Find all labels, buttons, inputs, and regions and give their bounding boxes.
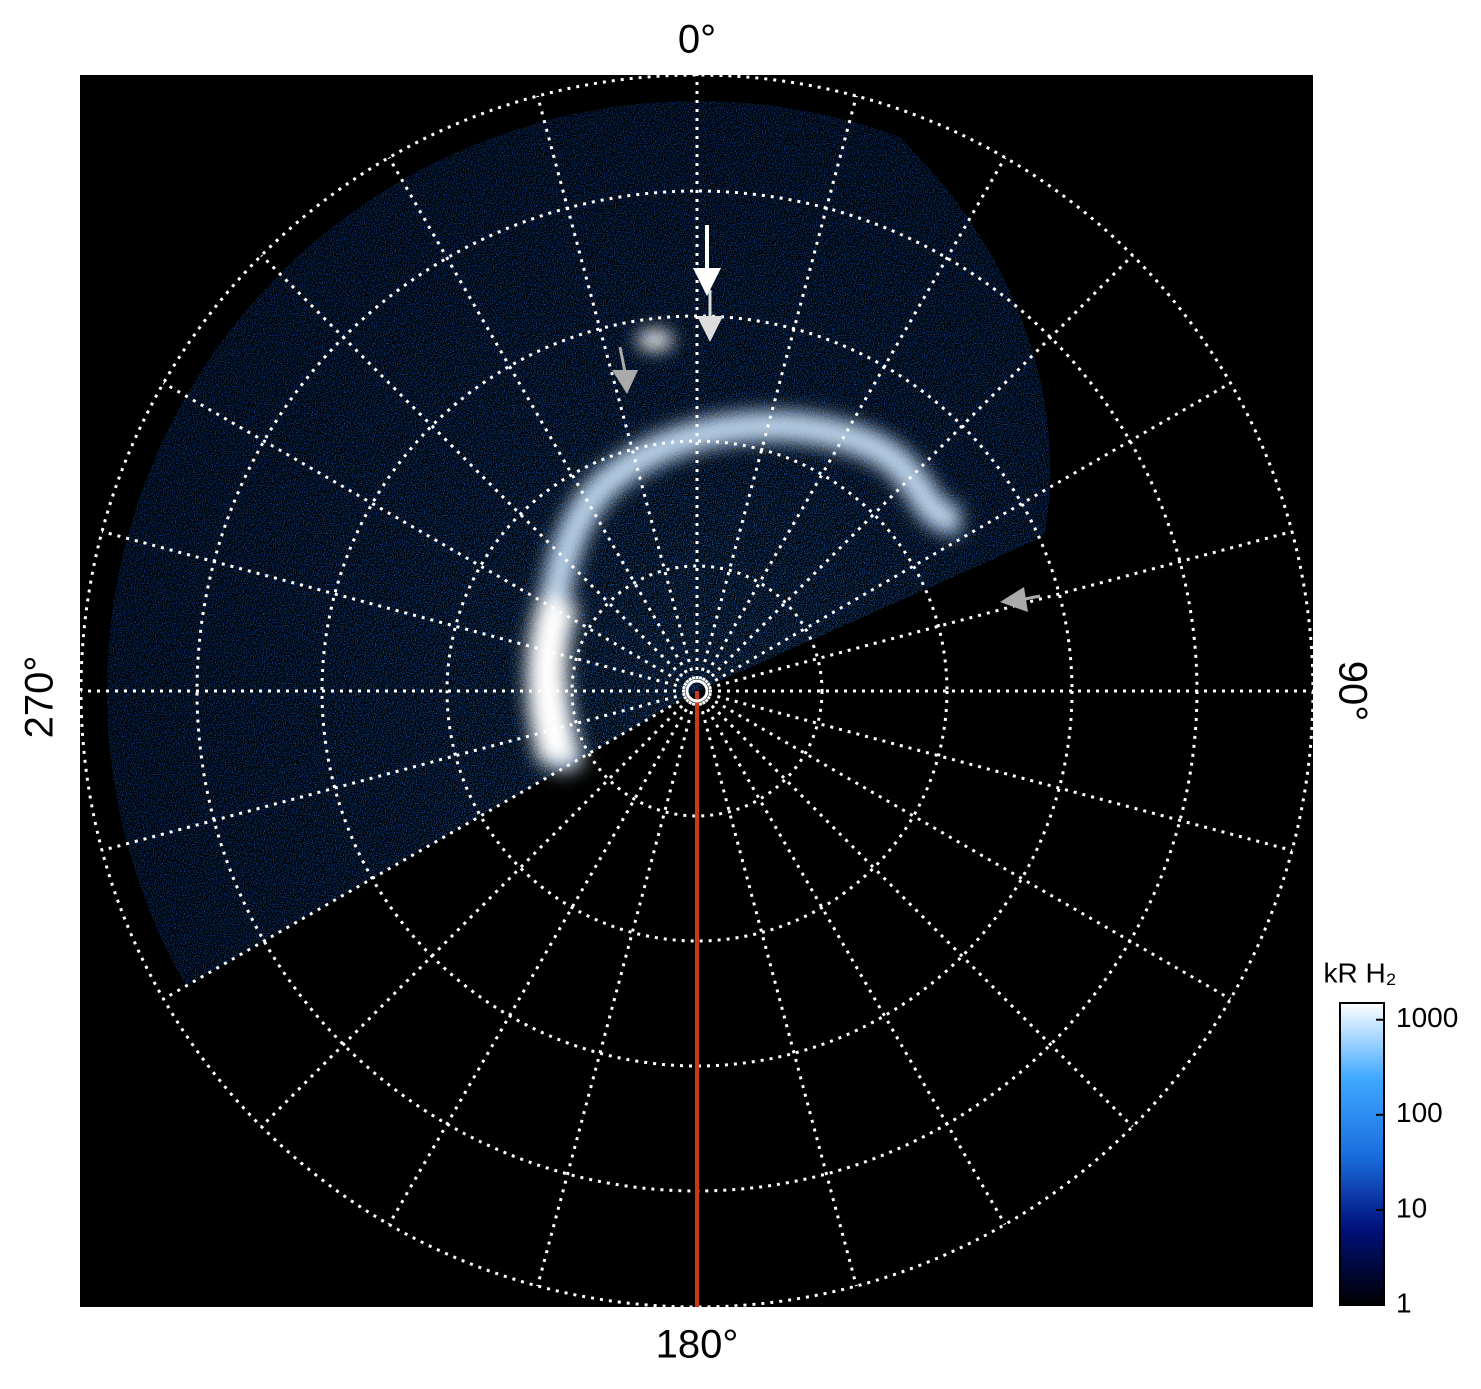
grid-meridian — [701, 156, 1007, 682]
grid-meridian — [704, 698, 1134, 1128]
grid-meridian — [704, 254, 1134, 684]
grid-meridian — [260, 698, 690, 1128]
angle-label-top: 0° — [678, 18, 716, 62]
angle-label-right: 90° — [1330, 661, 1374, 722]
colorbar-tick-label: 1000 — [1396, 1002, 1458, 1033]
image-layer — [80, 75, 1313, 1307]
colorbar-tick-label: 10 — [1396, 1192, 1427, 1223]
grid-circle — [445, 439, 949, 943]
grid-meridian — [101, 530, 686, 690]
grid-meridian — [698, 95, 858, 680]
arrows — [612, 225, 1041, 612]
angle-label-left: 270° — [18, 656, 62, 739]
grid-meridian — [536, 702, 696, 1287]
grid-meridian — [706, 695, 1232, 1001]
grid-meridian — [101, 692, 686, 852]
grid-meridian — [536, 95, 696, 680]
angle-label-bottom: 180° — [656, 1323, 739, 1367]
grid-circle — [570, 564, 824, 818]
colorbar-tick-label: 1 — [1396, 1287, 1412, 1318]
grid-meridian — [708, 530, 1293, 690]
colorbar: kR H₂ 1 10 100 1000 — [1323, 957, 1458, 1318]
grid-meridian — [387, 156, 693, 682]
grid-meridian — [706, 381, 1232, 687]
grid-meridian — [708, 692, 1293, 852]
grid-meridian — [701, 700, 1007, 1226]
pole-marker — [685, 679, 709, 703]
grid-meridian — [162, 381, 688, 687]
colorbar-tick-label: 100 — [1396, 1097, 1443, 1128]
colorbar-scale — [1339, 1002, 1385, 1306]
grid-meridian — [260, 254, 690, 684]
colorbar-label: kR H₂ — [1323, 957, 1396, 988]
grid-meridian — [698, 702, 858, 1287]
grid-meridian — [162, 695, 688, 1001]
grid-meridian — [387, 700, 693, 1226]
